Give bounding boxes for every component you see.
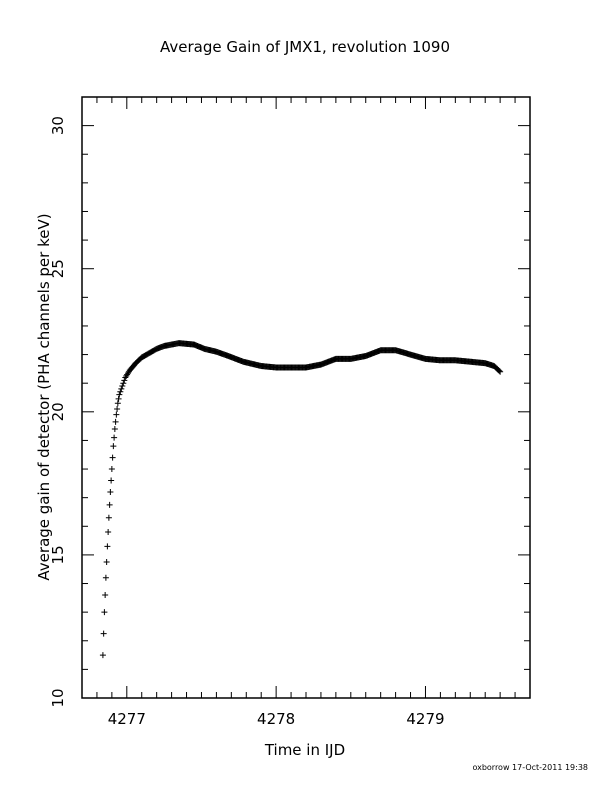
y-tick-label: 20	[49, 402, 67, 421]
y-axis-label: Average gain of detector (PHA channels p…	[35, 213, 53, 580]
axis-ticks	[81, 96, 531, 699]
data-point	[105, 514, 112, 521]
data-point	[109, 454, 116, 461]
data-point	[117, 388, 124, 395]
plot-frame	[81, 96, 531, 699]
y-tick-label: 25	[49, 259, 67, 278]
data-point	[114, 405, 121, 412]
data-point	[102, 574, 109, 581]
data-point	[496, 367, 503, 374]
data-point	[111, 434, 118, 441]
data-points	[99, 340, 504, 659]
y-tick-label: 15	[49, 545, 67, 564]
data-point	[115, 395, 122, 402]
data-point	[101, 609, 108, 616]
data-point	[105, 529, 112, 536]
data-point	[116, 391, 123, 398]
data-point	[108, 477, 115, 484]
data-point	[103, 559, 110, 566]
x-tick-label: 4279	[406, 710, 444, 728]
x-tick-label: 4277	[108, 710, 146, 728]
data-point	[114, 400, 121, 407]
data-point	[119, 383, 126, 390]
data-point	[106, 501, 113, 508]
data-point	[121, 377, 128, 384]
data-point	[113, 411, 120, 418]
data-point	[120, 380, 127, 387]
axis-tick-labels: 4277 4278 4279 10 15 20 25 30	[49, 116, 445, 728]
chart-title: Average Gain of JMX1, revolution 1090	[160, 38, 450, 56]
y-tick-label: 30	[49, 116, 67, 135]
data-point	[100, 630, 107, 637]
data-point	[112, 418, 119, 425]
data-point	[102, 591, 109, 598]
data-point	[497, 368, 504, 375]
data-point	[118, 385, 125, 392]
x-axis-label: Time in IJD	[264, 741, 345, 759]
footer-stamp: oxborrow 17-Oct-2011 19:38	[472, 763, 588, 772]
data-point	[111, 425, 118, 432]
y-tick-label: 10	[49, 688, 67, 707]
data-point	[104, 543, 111, 550]
data-point	[110, 443, 117, 450]
data-point	[99, 652, 106, 659]
x-tick-label: 4278	[257, 710, 295, 728]
data-point	[107, 488, 114, 495]
data-point	[108, 466, 115, 473]
